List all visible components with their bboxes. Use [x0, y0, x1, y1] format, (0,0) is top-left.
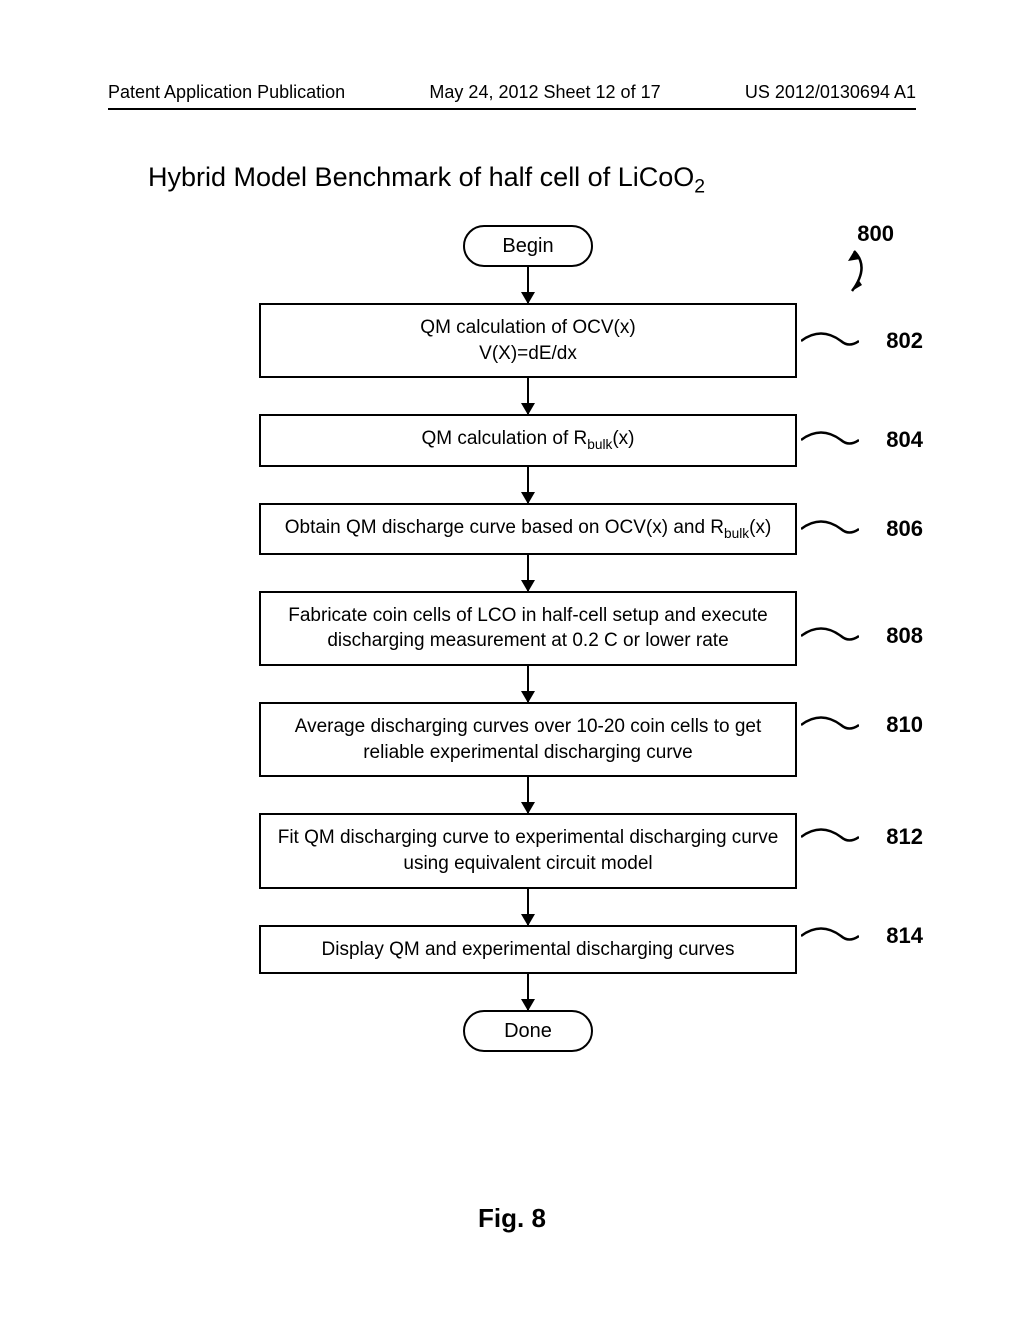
header-center: May 24, 2012 Sheet 12 of 17 — [429, 82, 660, 103]
ref-label: 814 — [886, 921, 923, 951]
step-text: Fit QM discharging curve to experimental… — [278, 827, 779, 874]
process-step-810: Average discharging curves over 10-20 co… — [259, 702, 797, 777]
callout-icon — [801, 516, 859, 542]
ref-label: 810 — [886, 711, 923, 741]
title-subscript: 2 — [694, 175, 705, 197]
process-step-812: Fit QM discharging curve to experimental… — [259, 813, 797, 888]
step-text: QM calculation of OCV(x)V(X)=dE/dx — [420, 317, 635, 364]
page-header: Patent Application Publication May 24, 2… — [108, 82, 916, 103]
process-step-806: Obtain QM discharge curve based on OCV(x… — [259, 503, 797, 555]
process-step-808: Fabricate coin cells of LCO in half-cell… — [259, 591, 797, 666]
arrow-icon — [527, 974, 529, 1010]
arrow-icon — [527, 467, 529, 503]
arrow-icon — [527, 267, 529, 303]
ref-label: 804 — [886, 426, 923, 456]
arrow-icon — [527, 555, 529, 591]
header-right: US 2012/0130694 A1 — [745, 82, 916, 103]
step-text: Average discharging curves over 10-20 co… — [295, 716, 761, 763]
header-left: Patent Application Publication — [108, 82, 345, 103]
step-text: Display QM and experimental discharging … — [322, 939, 735, 960]
header-rule — [108, 108, 916, 110]
title-text: Hybrid Model Benchmark of half cell of L… — [148, 162, 694, 192]
ref-800-pointer-icon — [848, 247, 894, 295]
ref-label: 812 — [886, 822, 923, 852]
ref-label-800: 800 — [857, 221, 894, 247]
arrow-icon — [527, 777, 529, 813]
step-text: QM calculation of Rbulk(x) — [421, 428, 634, 449]
callout-icon — [801, 623, 859, 649]
process-step-804: QM calculation of Rbulk(x) 804 — [259, 414, 797, 466]
arrow-icon — [527, 378, 529, 414]
diagram-title: Hybrid Model Benchmark of half cell of L… — [148, 162, 705, 198]
arrow-icon — [527, 666, 529, 702]
callout-icon — [801, 328, 859, 354]
callout-icon — [801, 824, 859, 850]
ref-label: 802 — [886, 326, 923, 356]
callout-icon — [801, 712, 859, 738]
ref-label: 808 — [886, 621, 923, 651]
callout-icon — [801, 923, 859, 949]
ref-label: 806 — [886, 514, 923, 544]
step-text: Obtain QM discharge curve based on OCV(x… — [285, 517, 772, 538]
arrow-icon — [527, 889, 529, 925]
terminal-begin: Begin — [463, 225, 593, 267]
figure-caption: Fig. 8 — [0, 1203, 1024, 1234]
flowchart: 800 Begin QM calculation of OCV(x)V(X)=d… — [168, 225, 888, 1052]
callout-icon — [801, 427, 859, 453]
step-text: Fabricate coin cells of LCO in half-cell… — [288, 605, 767, 652]
terminal-done: Done — [463, 1010, 593, 1052]
process-step-802: QM calculation of OCV(x)V(X)=dE/dx 802 — [259, 303, 797, 378]
process-step-814: Display QM and experimental discharging … — [259, 925, 797, 975]
